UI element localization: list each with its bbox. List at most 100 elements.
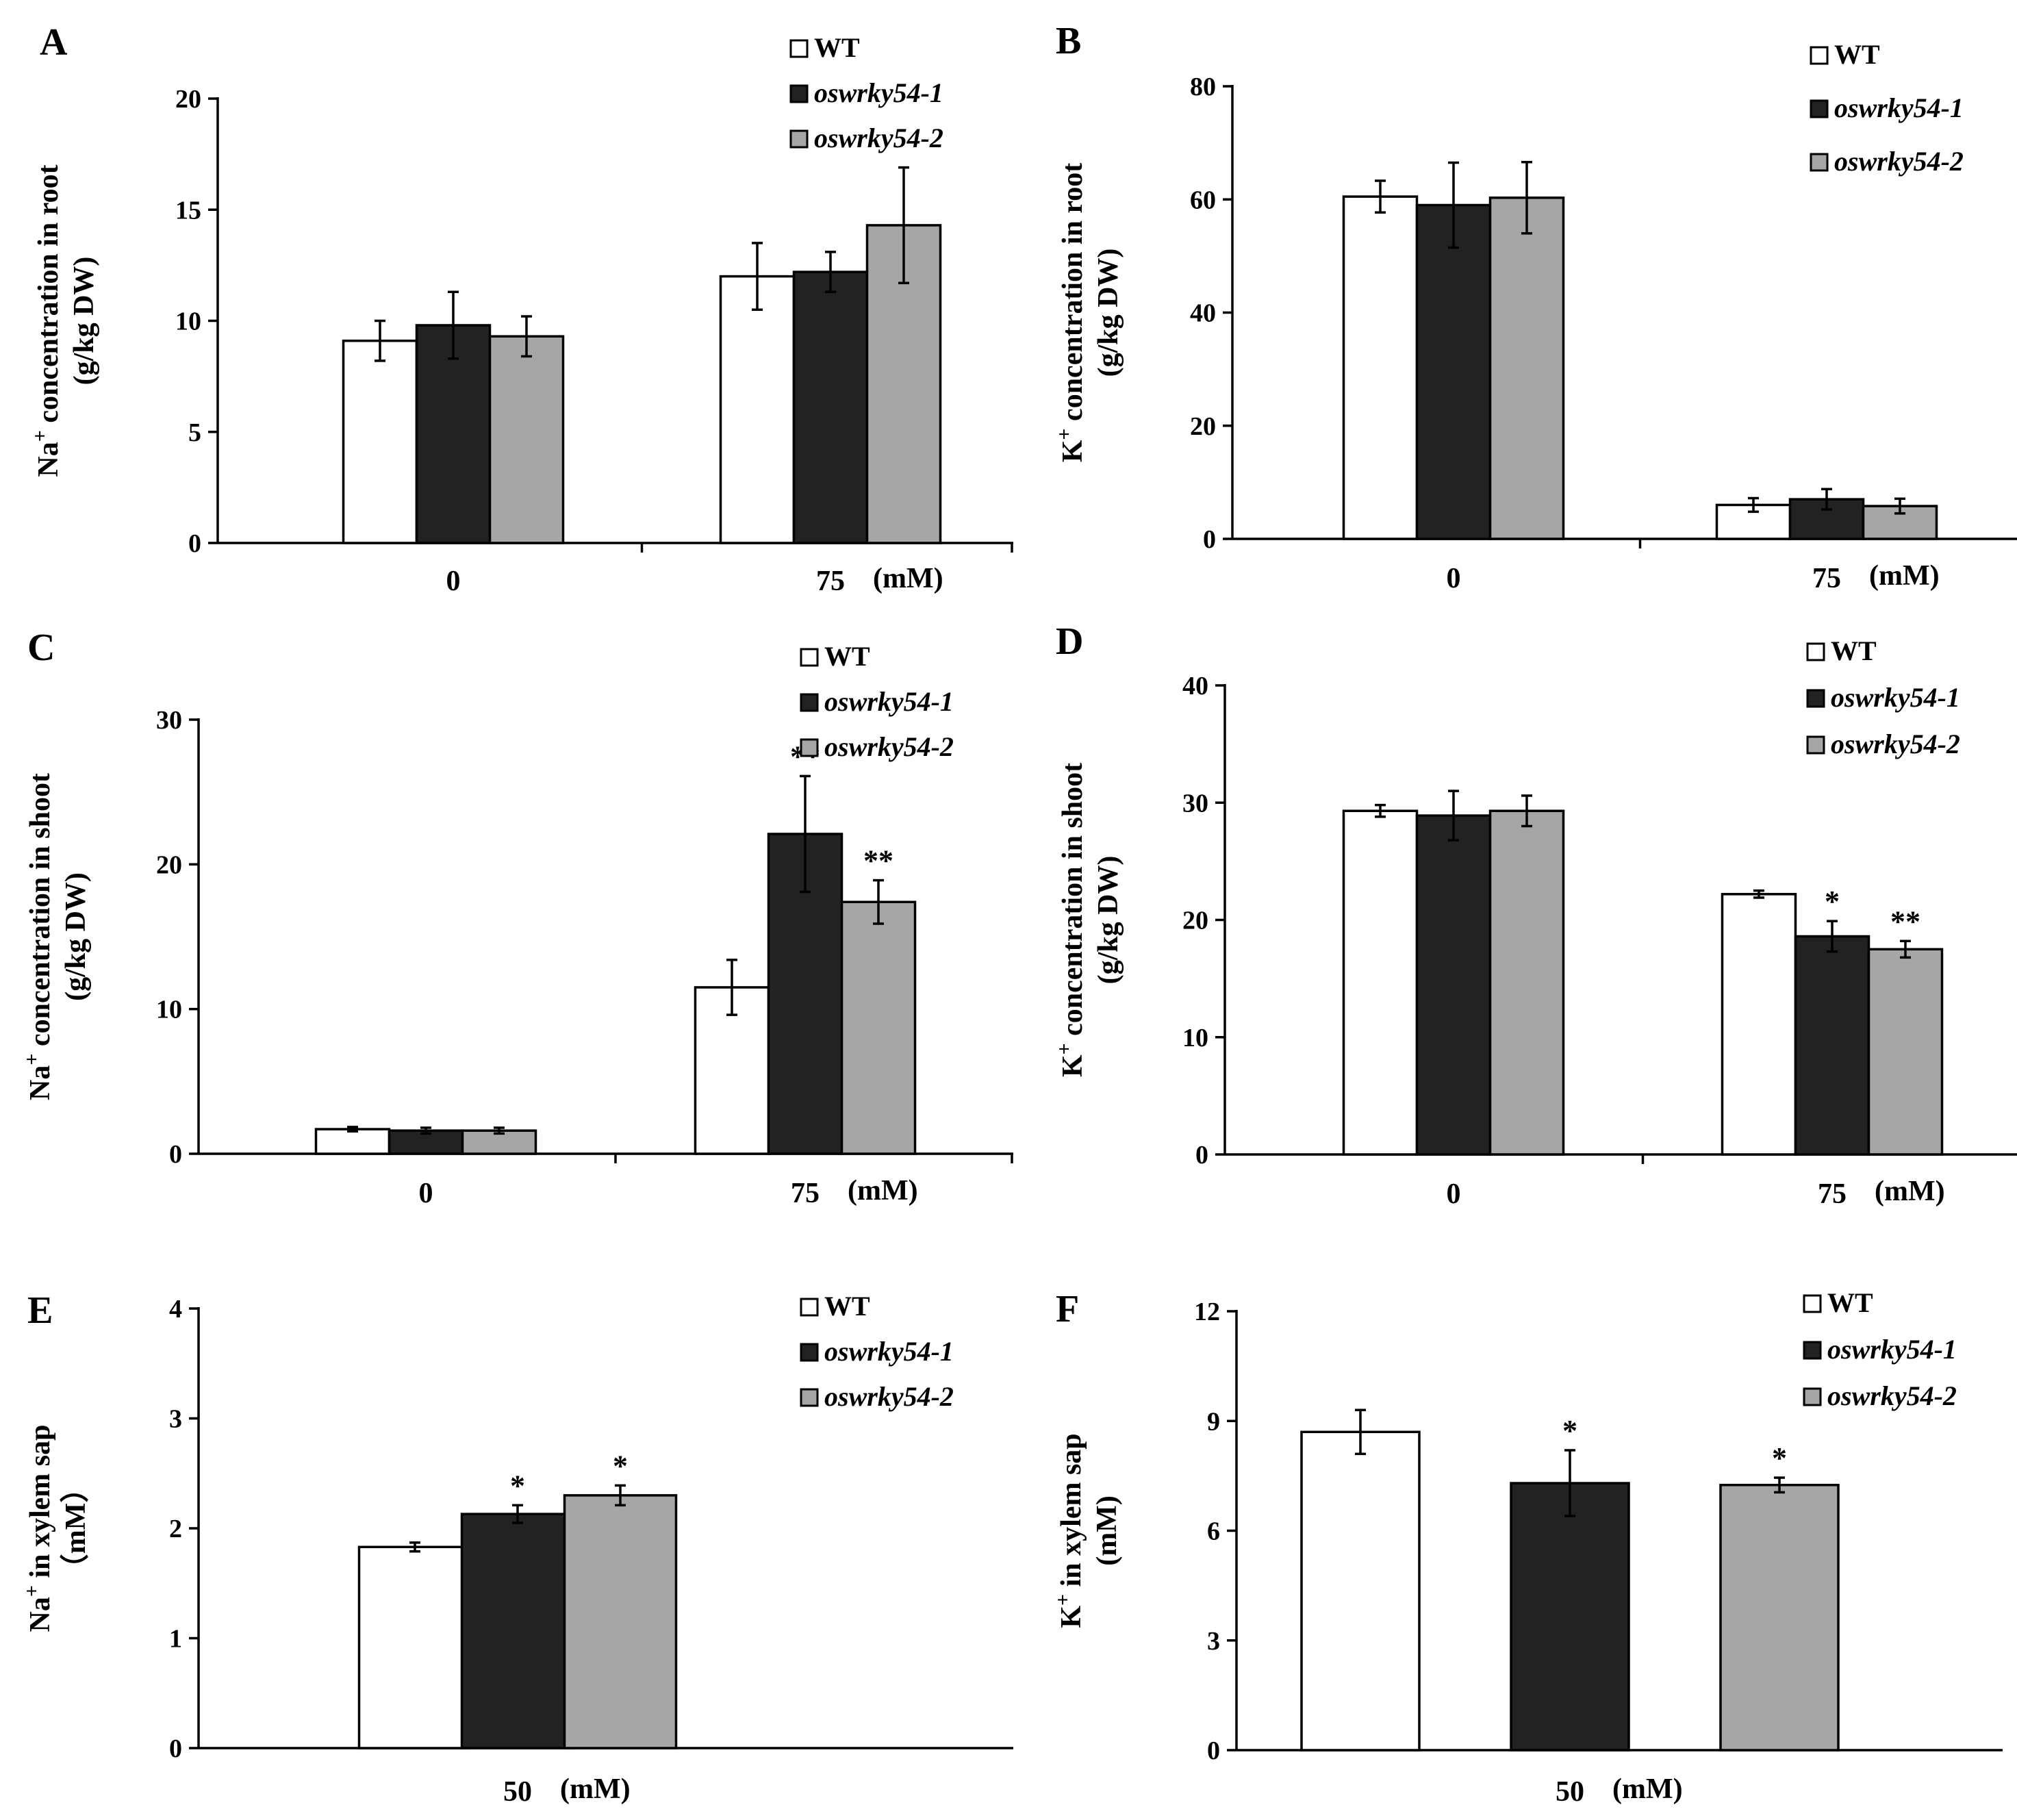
y-axis-label: K+ concentration in root — [1053, 163, 1089, 462]
y-axis-label-units: (g/kg DW) — [1093, 249, 1124, 377]
error-bar — [1821, 488, 1832, 511]
y-tick-label: 3 — [169, 1405, 182, 1434]
error-bar — [1375, 179, 1386, 214]
bar-oswrky54-2 — [1867, 948, 1944, 1156]
y-tick-label: 5 — [188, 418, 201, 447]
error-bar — [420, 1126, 431, 1135]
y-tick-label: 0 — [1203, 525, 1216, 554]
significance-mark: * — [1825, 885, 1840, 918]
legend-label: WT — [1834, 39, 1880, 70]
error-bar — [1774, 1476, 1785, 1494]
error-bar — [726, 959, 737, 1016]
y-tick-label: 4 — [169, 1295, 182, 1324]
legend-swatch-oswrky54-2 — [1806, 735, 1825, 755]
bar-wt — [1342, 195, 1419, 540]
legend-label: oswrky54-1 — [814, 77, 943, 108]
error-bar — [1564, 1449, 1575, 1517]
legend-swatch-oswrky54-1 — [1806, 689, 1825, 708]
y-axis-label: K+ concentration in shoot — [1053, 763, 1089, 1077]
bar-oswrky54-2 — [1719, 1483, 1840, 1752]
y-axis-label-ion: K — [1056, 1606, 1087, 1628]
bar-wt — [342, 339, 418, 544]
error-bar — [800, 774, 811, 894]
y-axis-label-text: concentration in shoot — [25, 773, 56, 1054]
panel-letter: E — [27, 1289, 53, 1332]
error-bar — [1355, 1408, 1366, 1456]
y-axis-label-units: (g/kg DW) — [60, 872, 92, 1001]
y-tick-label: 2 — [169, 1515, 182, 1543]
error-bar — [409, 1541, 420, 1553]
x-category-label: 75 — [1812, 563, 1841, 594]
y-tick-label: 10 — [1182, 1024, 1208, 1052]
y-axis-label-charge: + — [1052, 1594, 1074, 1606]
bar-oswrky54-2 — [840, 900, 917, 1155]
x-unit-label: (mM) — [1869, 560, 1940, 592]
error-bar — [1827, 920, 1838, 953]
legend-label: oswrky54-1 — [824, 1336, 954, 1367]
legend-swatch-wt — [800, 1298, 819, 1317]
y-axis-label-charge: + — [1053, 1043, 1076, 1054]
y-axis-label-units: （mM） — [60, 1474, 92, 1583]
error-bar — [873, 879, 884, 925]
legend-swatch-oswrky54-1 — [789, 84, 809, 103]
y-tick-label: 10 — [156, 996, 182, 1024]
error-bar — [448, 290, 459, 360]
y-tick-label: 0 — [169, 1734, 182, 1763]
bar-oswrky54-2 — [488, 335, 565, 544]
y-tick-label: 0 — [1195, 1141, 1208, 1170]
error-bar — [1753, 889, 1764, 899]
legend-label: WT — [1827, 1287, 1873, 1318]
bar-oswrky54-1 — [1794, 935, 1870, 1156]
legend-swatch-oswrky54-2 — [800, 1388, 819, 1407]
error-bar — [1448, 161, 1459, 249]
legend-swatch-oswrky54-2 — [789, 129, 809, 149]
legend-label: oswrky54-1 — [1834, 92, 1964, 123]
y-axis-label-ion: Na — [25, 1065, 56, 1100]
panel-e: E 0 1 2 3 4 * * 50 (mM) Na+ in xylem sap （mM） WT oswr… — [21, 1289, 1013, 1808]
x-unit-label: (mM) — [1612, 1773, 1683, 1805]
bar-oswrky54-1 — [792, 270, 869, 544]
x-category-label: 0 — [1447, 563, 1461, 594]
bar-oswrky54-1 — [1510, 1482, 1630, 1752]
x-unit-label: (mM) — [848, 1175, 918, 1206]
bar-oswrky54-2 — [1488, 197, 1565, 540]
x-unit-label: (mM) — [560, 1773, 631, 1805]
y-tick-label: 40 — [1190, 299, 1216, 328]
y-axis-label: Na+ concentration in shoot — [21, 773, 56, 1100]
significance-mark: ** — [1890, 905, 1920, 938]
error-bar — [1521, 794, 1532, 828]
bar-wt — [357, 1545, 472, 1749]
y-tick-label: 30 — [156, 706, 182, 735]
legend-label: WT — [1831, 635, 1877, 666]
error-bar — [494, 1126, 505, 1135]
significance-mark: * — [613, 1449, 628, 1482]
error-bar — [825, 251, 836, 294]
x-category-label: 75 — [816, 566, 845, 597]
error-bar — [1375, 803, 1386, 818]
legend-swatch-oswrky54-2 — [1810, 153, 1829, 172]
legend-label: WT — [824, 641, 870, 672]
significance-mark: * — [1772, 1441, 1787, 1475]
legend-label: oswrky54-2 — [824, 1381, 954, 1412]
y-tick-label: 10 — [175, 307, 201, 336]
y-tick-label: 20 — [1190, 412, 1216, 441]
legend-swatch-wt — [789, 39, 809, 58]
y-axis-label-charge: + — [1053, 428, 1076, 440]
panel-letter: F — [1056, 1288, 1079, 1330]
y-axis-label-text: in xylem sap — [25, 1425, 56, 1586]
bar-oswrky54-2 — [563, 1494, 678, 1749]
y-tick-label: 60 — [1190, 186, 1216, 214]
legend-swatch-oswrky54-1 — [1803, 1341, 1822, 1360]
y-axis-label-ion: K — [1057, 440, 1089, 462]
bar-oswrky54-1 — [460, 1513, 575, 1749]
error-bar — [898, 166, 909, 285]
x-category-label: 50 — [503, 1776, 532, 1808]
legend-label: oswrky54-2 — [1834, 146, 1964, 177]
legend-swatch-wt — [1806, 642, 1825, 661]
y-tick-label: 0 — [169, 1140, 182, 1169]
x-category-label: 0 — [419, 1178, 433, 1209]
legend-label: oswrky54-2 — [824, 731, 954, 762]
y-tick-label: 6 — [1207, 1517, 1220, 1546]
